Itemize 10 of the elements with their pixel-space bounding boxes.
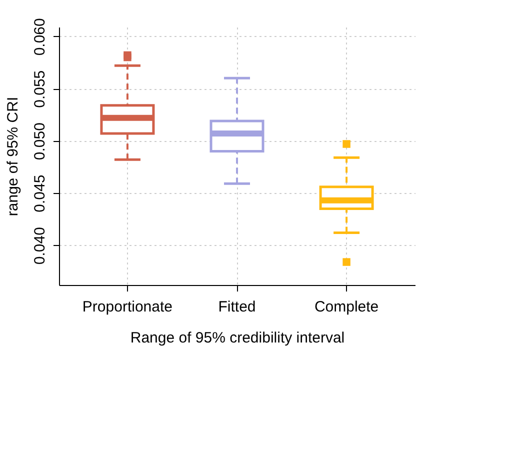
x-tick-label: Fitted: [218, 298, 256, 316]
y-tick-label: 0.060: [32, 18, 48, 56]
x-tick-label: Proportionate: [82, 298, 172, 316]
y-tick-label: 0.050: [32, 122, 48, 160]
y-tick-label: 0.045: [32, 174, 48, 212]
x-tick-label: Complete: [314, 298, 379, 316]
y-axis-title: range of 95% CRI: [4, 96, 22, 216]
x-axis-title: Range of 95% credibility interval: [130, 330, 345, 346]
y-tick-label: 0.055: [32, 70, 48, 108]
y-tick-label: 0.040: [32, 227, 48, 265]
